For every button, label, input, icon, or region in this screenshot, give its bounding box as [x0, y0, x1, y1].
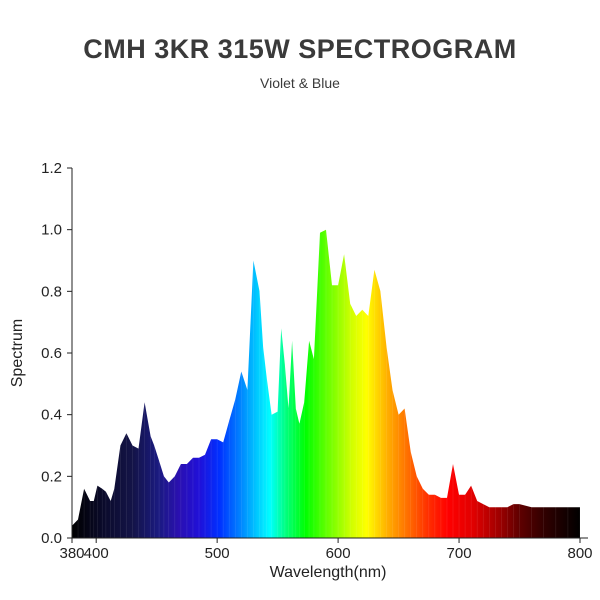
spectrum-area — [72, 229, 580, 538]
y-tick-label: 0.8 — [41, 283, 62, 300]
chart-subtitle: Violet & Blue — [260, 75, 340, 91]
tick-layer: 0.0 0.2 0.4 0.6 0.8 1.0 1.2 380 400 500 600 700 800 — [41, 160, 592, 562]
x-tick-label: 800 — [567, 545, 592, 562]
x-tick-label: 600 — [326, 545, 351, 562]
x-tick-label: 500 — [205, 545, 230, 562]
x-tick-label: 400 — [84, 545, 109, 562]
x-axis-label: Wavelength(nm) — [270, 564, 387, 581]
y-tick-label: 0.0 — [41, 530, 62, 547]
spectrum-band-lines — [71, 229, 581, 538]
spectrum-area-layer — [71, 229, 581, 538]
y-tick-label: 1.0 — [41, 222, 62, 239]
x-tick-label: 380 — [59, 545, 84, 562]
y-tick-label: 0.6 — [41, 345, 62, 362]
y-tick-label: 0.2 — [41, 468, 62, 485]
y-axis-label: Spectrum — [9, 319, 26, 387]
chart-title: CMH 3KR 315W SPECTROGRAM — [83, 34, 517, 64]
y-tick-label: 0.4 — [41, 407, 62, 424]
x-tick-label: 700 — [447, 545, 472, 562]
y-tick-label: 1.2 — [41, 160, 62, 177]
